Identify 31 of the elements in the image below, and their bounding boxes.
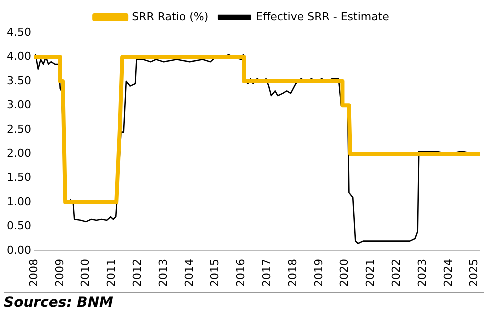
y-tick-label: 1.50 bbox=[6, 171, 32, 184]
x-tick-label: 2008 bbox=[27, 259, 40, 288]
y-tick-label: 3.00 bbox=[6, 98, 32, 112]
x-tick-label: 2017 bbox=[260, 259, 274, 288]
legend-label: SRR Ratio (%) bbox=[132, 10, 209, 24]
x-tick-label: 2012 bbox=[130, 259, 144, 288]
x-tick-label: 2025 bbox=[468, 259, 481, 288]
legend-label: Effective SRR - Estimate bbox=[256, 10, 390, 24]
x-tick-label: 2021 bbox=[364, 259, 378, 288]
x-tick-label: 2019 bbox=[312, 259, 326, 288]
y-tick-label: 2.00 bbox=[6, 146, 32, 160]
x-tick-label: 2016 bbox=[234, 259, 248, 288]
x-tick-label: 2022 bbox=[390, 259, 403, 288]
y-tick-label: 3.50 bbox=[6, 74, 32, 88]
x-tick-label: 2011 bbox=[105, 259, 118, 288]
y-tick-label: 0.50 bbox=[6, 220, 32, 233]
x-tick-label: 2013 bbox=[156, 259, 170, 288]
source-note: Sources: BNM bbox=[4, 295, 484, 311]
x-tick-label: 2024 bbox=[442, 259, 455, 288]
x-tick-label: 2009 bbox=[53, 259, 66, 288]
y-tick-label: 2.50 bbox=[6, 122, 32, 136]
x-tick-label: 2023 bbox=[416, 259, 429, 288]
x-tick-label: 2015 bbox=[208, 259, 222, 288]
y-tick-label: 1.00 bbox=[6, 195, 32, 208]
x-tick-label: 2014 bbox=[182, 259, 196, 288]
x-tick-label: 2018 bbox=[286, 259, 300, 288]
x-tick-label: 2020 bbox=[338, 259, 352, 288]
y-tick-label: 4.50 bbox=[6, 26, 32, 39]
y-tick-label: 4.00 bbox=[6, 50, 32, 64]
y-tick-label: 0.00 bbox=[6, 244, 32, 257]
x-tick-label: 2010 bbox=[79, 259, 92, 288]
